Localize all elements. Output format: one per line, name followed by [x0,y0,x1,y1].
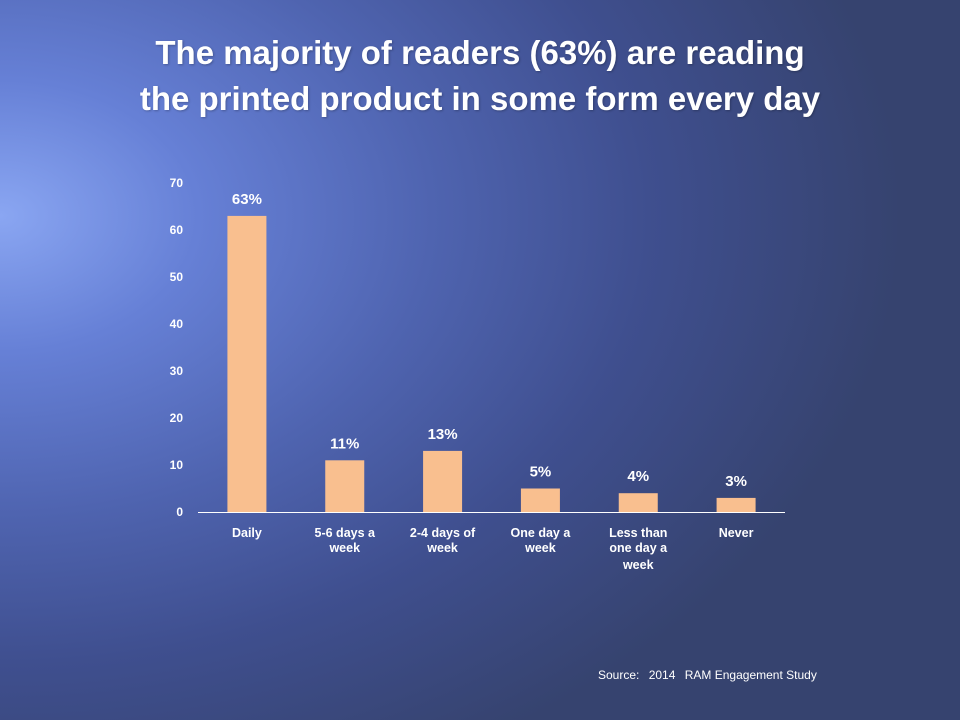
bar [618,493,658,512]
bar [325,460,365,512]
x-tick-label: 5-6 days a [315,526,377,540]
x-tick-label: One day a [511,526,572,540]
y-tick-label: 0 [176,505,183,519]
title-line-1: The majority of readers (63%) are readin… [155,34,805,71]
y-tick-label: 60 [170,223,184,237]
data-label: 13% [428,426,458,443]
y-tick-label: 50 [170,270,184,284]
bar [227,215,267,512]
y-tick-label: 70 [170,176,184,190]
data-label: 4% [627,468,649,485]
y-tick-label: 10 [170,458,184,472]
data-label: 11% [330,435,359,452]
source-label: Source: [598,668,640,682]
bar [520,488,560,512]
x-tick-label: Daily [232,526,262,540]
x-tick-label: week [524,541,556,555]
data-label: 3% [725,473,747,490]
data-label: 63% [232,191,262,208]
x-tick-label: week [622,558,654,572]
x-tick-label: 2-4 days of [410,526,476,540]
page-title: The majority of readers (63%) are readin… [40,30,920,122]
source-note: Source: 2014 RAM Engagement Study [598,668,823,682]
title-line-2: the printed product in some form every d… [139,80,821,117]
x-tick-label: week [426,541,458,555]
y-tick-label: 30 [170,364,184,378]
x-tick-label: Never [719,526,754,540]
x-tick-label: one day a [609,541,668,555]
source-study: RAM Engagement Study [684,668,817,682]
x-tick-label: Less than [609,526,667,540]
data-label: 5% [530,464,552,481]
source-year: 2014 [648,668,676,682]
y-tick-label: 40 [170,317,184,331]
y-tick-label: 20 [170,411,184,425]
bar [716,497,756,512]
bar [423,450,463,512]
x-tick-label: week [328,541,360,555]
